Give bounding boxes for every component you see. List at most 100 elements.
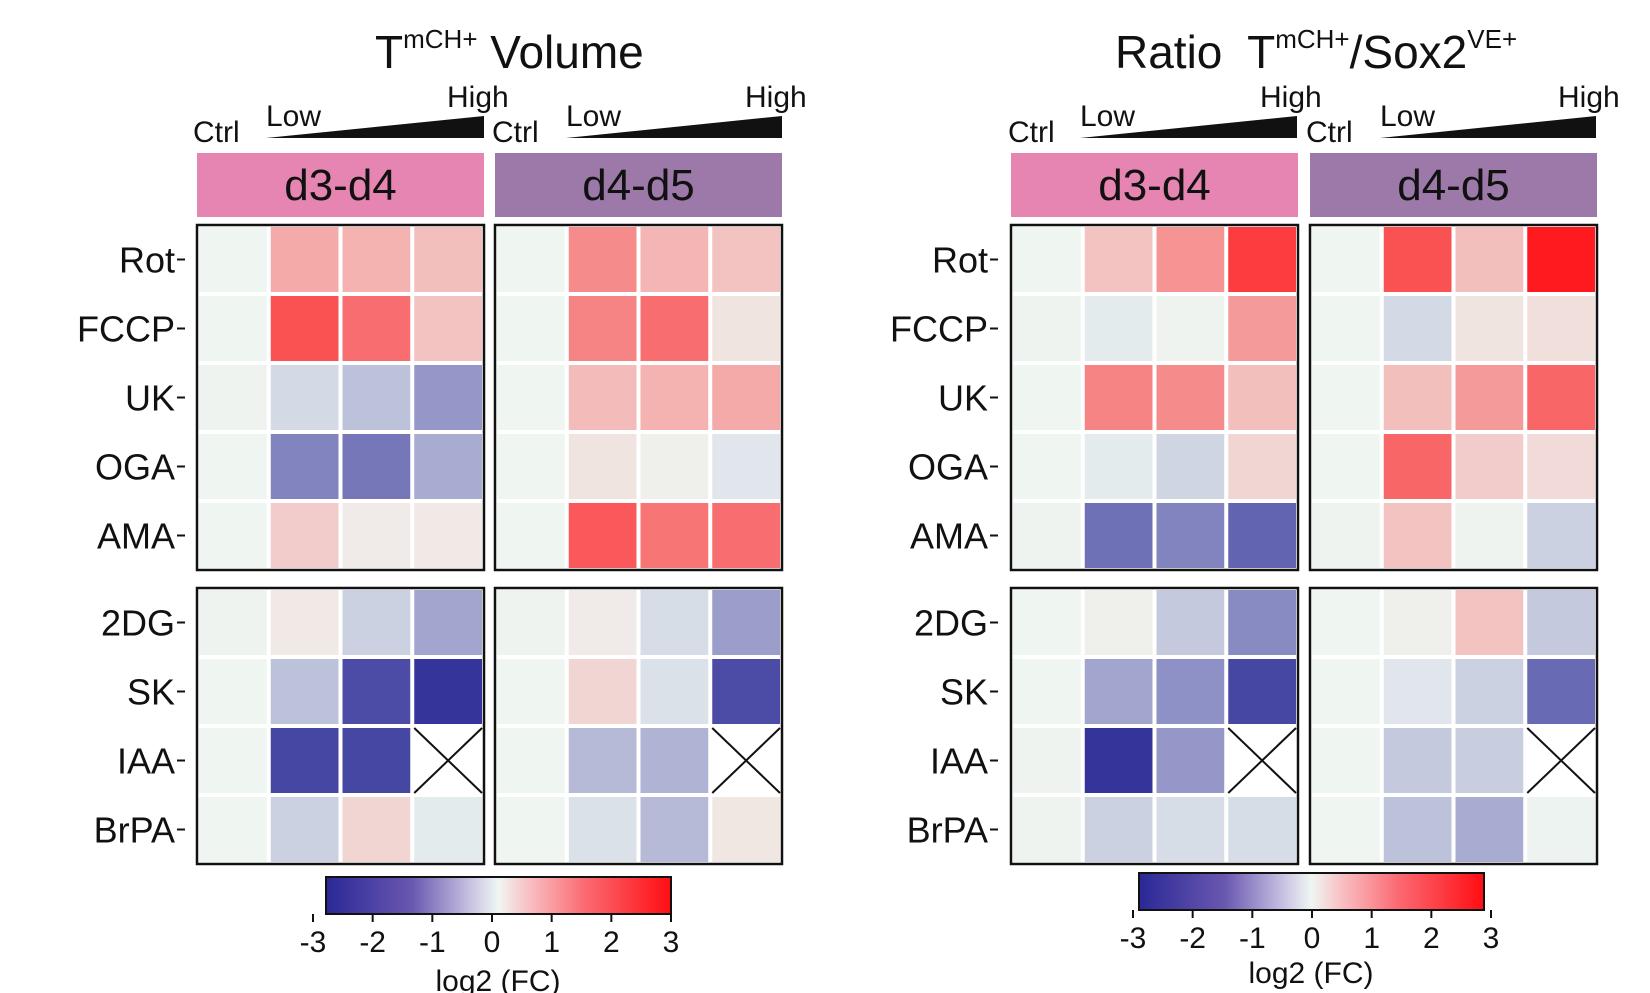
heatmap-cell [1084, 365, 1153, 430]
heatmap-block-border [493, 223, 784, 572]
dose-ramp [266, 116, 484, 138]
heatmap-cell [270, 797, 339, 862]
heatmap-cell [270, 503, 339, 568]
group-label-d3-d4: d3-d4 [1098, 161, 1211, 210]
heatmap-cell [1312, 590, 1380, 655]
heatmap-cell [1228, 590, 1296, 655]
group-band-d4-d5 [495, 153, 782, 217]
heatmap-cell [1156, 503, 1225, 568]
heatmap-cell [497, 227, 565, 292]
colorbar-tick-label: -1 [1239, 922, 1266, 955]
row-label-sk: SK [940, 672, 988, 713]
heatmap-cell [342, 590, 411, 655]
heatmap-cell [1228, 659, 1296, 724]
colorbar-tick-label: 0 [484, 926, 501, 959]
heatmap-cell [1312, 365, 1380, 430]
heatmap-cell [1084, 227, 1153, 292]
colorbar-1-label: log2 (FC) [435, 965, 560, 993]
ctrl-label: Ctrl [492, 116, 539, 149]
heatmap-cell [270, 590, 339, 655]
heatmap-cell [640, 728, 709, 793]
heatmap-cell [1013, 590, 1081, 655]
heatmap-cell [1455, 434, 1524, 499]
heatmap-cell [1383, 659, 1452, 724]
heatmap-cell [1527, 503, 1595, 568]
heatmap-cell [270, 728, 339, 793]
heatmap-cell [1527, 659, 1595, 724]
dose-ramp [566, 116, 782, 138]
cell-missing-cross [1227, 727, 1297, 794]
heatmap-cell [342, 296, 411, 361]
heatmap-cell [568, 503, 637, 568]
ctrl-label: Ctrl [1306, 116, 1353, 149]
heatmap-cell [640, 797, 709, 862]
panel-2-title-sup2: VE+ [1467, 24, 1517, 54]
ctrl-label: Ctrl [1008, 116, 1055, 149]
heatmap-cell [1228, 296, 1296, 361]
heatmap-cell [342, 227, 411, 292]
heatmap-cell [1084, 797, 1153, 862]
heatmap-cell [199, 503, 267, 568]
colorbar-tick-label: 3 [1483, 922, 1500, 955]
heatmap-cell [1156, 728, 1225, 793]
heatmap-cell [1156, 797, 1225, 862]
row-label-ama: AMA [910, 516, 988, 557]
heatmap-cell [1383, 434, 1452, 499]
group-band-d3-d4 [197, 153, 484, 217]
heatmap-cell [1228, 365, 1296, 430]
colorbar-2-gradient [1138, 872, 1485, 911]
heatmap-cell [640, 296, 709, 361]
heatmap-cell [712, 434, 780, 499]
panel-2-title-main: Ratio T [1115, 26, 1275, 78]
row-label-oga: OGA [908, 447, 988, 488]
heatmap-cell [640, 365, 709, 430]
heatmap-cell [1156, 365, 1225, 430]
row-label-ama: AMA [97, 516, 175, 557]
heatmap-cell [497, 296, 565, 361]
heatmap-cell [342, 728, 411, 793]
group-label-d4-d5: d4-d5 [582, 161, 695, 210]
heatmap-cell [568, 659, 637, 724]
heatmap-cell [1312, 296, 1380, 361]
heatmap-cell [199, 365, 267, 430]
heatmap-block-border [1009, 223, 1300, 572]
cell-missing-cross [711, 727, 781, 794]
heatmap-cell [497, 365, 565, 430]
row-label-rot: Rot [119, 240, 175, 281]
heatmap-cell [568, 296, 637, 361]
heatmap-cell [1013, 797, 1081, 862]
heatmap-cell [270, 227, 339, 292]
heatmap-cell [1527, 296, 1595, 361]
heatmap-cell [1084, 434, 1153, 499]
heatmap-cell [497, 434, 565, 499]
colorbar-tick-label: -3 [1120, 922, 1147, 955]
heatmap-cell [1527, 590, 1595, 655]
low-label: Low [266, 100, 321, 133]
heatmap-cell [1455, 227, 1524, 292]
heatmap-cell [1312, 659, 1380, 724]
heatmap-cell [199, 227, 267, 292]
heatmap-cell [568, 227, 637, 292]
colorbar-tick-label: -2 [1179, 922, 1206, 955]
colorbar-tick-label: 3 [663, 926, 680, 959]
row-label-brpa: BrPA [94, 810, 175, 851]
heatmap-cell [568, 434, 637, 499]
heatmap-cell [712, 365, 780, 430]
cell-missing-cross [413, 727, 483, 794]
row-label-fccp: FCCP [890, 309, 988, 350]
heatmap-block-border [1308, 586, 1599, 866]
row-label-brpa: BrPA [907, 810, 988, 851]
heatmap-cell [1455, 503, 1524, 568]
row-label-sk: SK [127, 672, 175, 713]
heatmap-cell [414, 797, 482, 862]
heatmap-cell [640, 590, 709, 655]
heatmap-block-border [195, 223, 486, 572]
panel-1-col-header-a: Ctrl Low High [193, 81, 509, 149]
heatmap-cell [1156, 434, 1225, 499]
heatmap-block-border [493, 586, 784, 866]
row-label-fccp: FCCP [77, 309, 175, 350]
heatmap-cell [1383, 503, 1452, 568]
row-label-iaa: IAA [930, 741, 988, 782]
panel-2-col-header-b: Ctrl Low High [1306, 81, 1620, 149]
heatmap-cell [1455, 296, 1524, 361]
